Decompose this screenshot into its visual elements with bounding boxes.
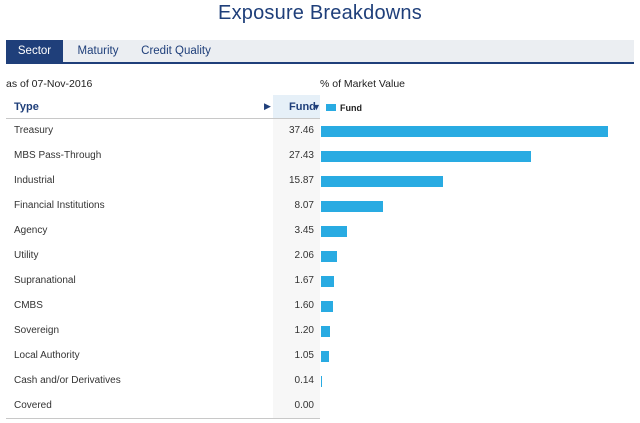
tab-sector[interactable]: Sector [6, 40, 63, 62]
sort-arrow-icon[interactable]: ▶ [264, 101, 271, 111]
sort-desc-icon[interactable]: ▼ [312, 102, 321, 112]
row-label: Utility [14, 250, 39, 261]
row-label: Industrial [14, 175, 55, 186]
bar [321, 326, 330, 337]
fund-header-cell[interactable] [273, 95, 320, 119]
tab-bar: Sector Maturity Credit Quality [6, 40, 634, 64]
row-label: CMBS [14, 300, 43, 311]
tab-maturity[interactable]: Maturity [77, 45, 119, 57]
bar [321, 251, 337, 262]
row-value: 27.43 [288, 150, 314, 161]
row-value: 1.20 [294, 325, 314, 336]
row-label: Sovereign [14, 325, 60, 336]
row-value: 1.05 [294, 350, 314, 361]
row-label: Local Authority [14, 350, 80, 361]
row-value: 15.87 [288, 175, 314, 186]
row-value: 0.14 [294, 375, 314, 386]
row-label: Supranational [14, 275, 76, 286]
row-value: 8.07 [294, 200, 314, 211]
column-header-type[interactable]: Type [14, 101, 39, 113]
row-label: Financial Institutions [14, 200, 105, 211]
page-title: Exposure Breakdowns [218, 2, 422, 24]
row-value: 3.45 [294, 225, 314, 236]
bar [321, 301, 333, 312]
bar [321, 176, 443, 187]
bar [321, 126, 608, 137]
chart-axis-label: % of Market Value [320, 78, 406, 90]
row-value: 37.46 [288, 125, 314, 136]
row-label: Covered [14, 400, 52, 411]
bar [321, 351, 329, 362]
legend-swatch [326, 104, 336, 111]
row-label: Treasury [14, 125, 54, 136]
bar [321, 226, 347, 237]
bar [321, 201, 383, 212]
tab-credit-quality[interactable]: Credit Quality [141, 45, 211, 57]
row-value: 1.60 [294, 300, 314, 311]
row-value: 1.67 [294, 275, 314, 286]
row-label: MBS Pass-Through [14, 150, 102, 161]
fund-column-background [273, 119, 320, 418]
row-label: Cash and/or Derivatives [14, 375, 121, 386]
as-of-date: as of 07-Nov-2016 [6, 78, 93, 90]
row-value: 0.00 [294, 400, 314, 411]
row-label: Agency [14, 225, 48, 236]
bar [321, 276, 334, 287]
row-value: 2.06 [294, 250, 314, 261]
header-divider [6, 118, 320, 119]
legend-label: Fund [340, 103, 362, 113]
bar [321, 151, 531, 162]
bar [321, 376, 322, 387]
table-bottom-divider [6, 418, 320, 419]
column-header-fund[interactable]: Fund [289, 101, 316, 113]
